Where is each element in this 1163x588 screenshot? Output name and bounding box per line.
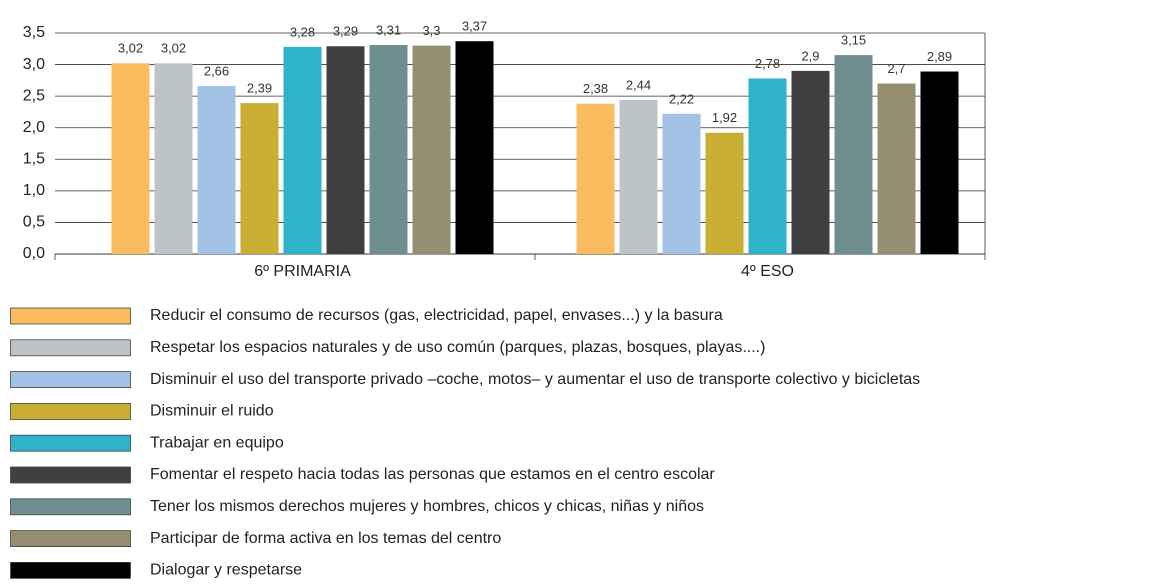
bar (834, 55, 873, 254)
value-label: 3,15 (841, 33, 866, 48)
y-tick-label: 1,5 (23, 151, 45, 168)
bar (412, 45, 451, 254)
value-label: 3,02 (118, 41, 143, 56)
legend-label: Fomentar el respeto hacia todas las pers… (150, 466, 715, 483)
value-label: 3,3 (422, 23, 440, 38)
value-label: 2,44 (626, 77, 651, 92)
legend-swatch (10, 466, 131, 484)
bar (283, 46, 322, 254)
x-tick-label: 6º PRIMARIA (254, 263, 351, 280)
legend-swatch (10, 307, 131, 325)
bar (154, 63, 193, 255)
value-label: 1,92 (712, 110, 737, 125)
value-label: 3,28 (290, 24, 315, 39)
legend-label: Reducir el consumo de recursos (gas, ele… (150, 307, 723, 324)
bar (705, 132, 744, 254)
bar (920, 71, 959, 254)
y-tick-label: 0,5 (23, 214, 45, 231)
y-tick-label: 1,0 (23, 182, 45, 199)
value-label: 2,39 (247, 81, 272, 96)
legend-swatch (10, 434, 131, 452)
value-label: 3,37 (462, 19, 487, 34)
legend-label: Respetar los espacios naturales y de uso… (150, 339, 765, 356)
value-label: 2,9 (801, 48, 819, 63)
legend-swatch (10, 498, 131, 516)
value-label: 2,78 (755, 56, 780, 71)
legend-swatch (10, 530, 131, 547)
value-label: 3,02 (161, 41, 186, 56)
legend-swatch (10, 339, 131, 357)
bar (748, 78, 787, 254)
legend-label: Participar de forma activa en los temas … (150, 530, 501, 547)
bar (877, 83, 916, 254)
value-label: 3,29 (333, 24, 358, 39)
bar (576, 103, 615, 254)
legend-swatch (10, 402, 131, 420)
y-tick-label: 2,5 (23, 87, 45, 104)
x-tick-label: 4º ESO (741, 263, 794, 280)
legend-label: Tener los mismos derechos mujeres y homb… (150, 498, 704, 515)
bar (240, 103, 279, 255)
value-label: 2,22 (669, 91, 694, 106)
bar (326, 46, 365, 255)
value-label: 2,89 (927, 49, 952, 64)
legend-swatch (10, 371, 131, 389)
bar (791, 70, 830, 254)
value-label: 3,31 (376, 22, 401, 37)
value-label: 2,7 (887, 61, 905, 76)
legend-label: Disminuir el ruido (150, 403, 274, 420)
bar (197, 86, 236, 254)
bar (369, 44, 408, 254)
legend-label: Trabajar en equipo (150, 434, 284, 451)
y-tick-label: 3,0 (23, 56, 45, 73)
bar (662, 113, 701, 254)
legend-label: Dialogar y respetarse (150, 562, 302, 579)
value-label: 2,38 (583, 81, 608, 96)
y-tick-label: 3,5 (23, 24, 45, 41)
legend-swatch (10, 562, 131, 579)
legend-label: Disminuir el uso del transporte privado … (150, 371, 920, 388)
y-tick-label: 0,0 (23, 245, 45, 262)
bar (111, 63, 150, 255)
value-label: 2,66 (204, 63, 229, 78)
bar (619, 99, 658, 254)
bar (455, 41, 494, 254)
y-tick-label: 2,0 (23, 119, 45, 136)
